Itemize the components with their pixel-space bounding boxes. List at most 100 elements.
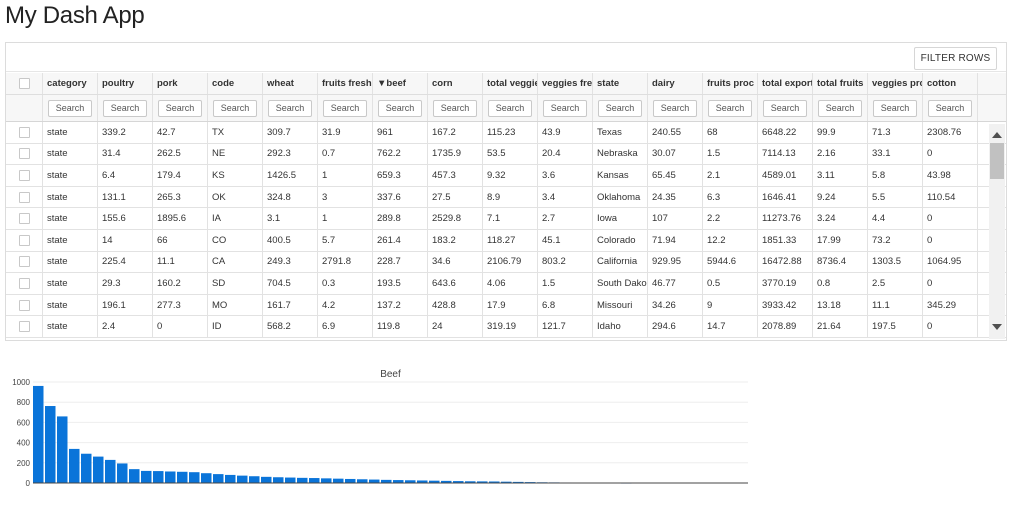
triangle-up-icon[interactable] [992, 132, 1002, 138]
table-cell[interactable]: state [43, 208, 98, 229]
table-cell[interactable]: 803.2 [538, 251, 593, 273]
table-cell[interactable]: 704.5 [263, 273, 318, 294]
table-cell[interactable]: 17.9 [483, 294, 538, 316]
table-cell[interactable]: 4.2 [318, 294, 373, 316]
table-cell[interactable]: 24.35 [648, 186, 703, 208]
column-search-input[interactable] [323, 99, 367, 117]
table-cell[interactable]: 2078.89 [758, 316, 813, 337]
table-cell[interactable]: Idaho [593, 316, 648, 337]
table-cell[interactable]: 2.2 [703, 208, 758, 229]
table-cell[interactable]: 3.1 [263, 208, 318, 229]
table-cell[interactable]: 643.6 [428, 273, 483, 294]
column-search-input[interactable] [598, 99, 642, 117]
table-cell[interactable]: Missouri [593, 294, 648, 316]
table-cell[interactable]: Kansas [593, 165, 648, 186]
table-cell[interactable]: South Dako [593, 273, 648, 294]
table-cell[interactable]: 115.23 [483, 122, 538, 143]
row-checkbox[interactable] [18, 148, 30, 160]
table-cell[interactable]: 14 [98, 229, 153, 251]
table-cell[interactable]: 961 [373, 122, 428, 143]
column-search-input[interactable] [928, 99, 972, 117]
table-cell[interactable]: 24 [428, 316, 483, 337]
table-cell[interactable]: 319.19 [483, 316, 538, 337]
table-cell[interactable]: MO [208, 294, 263, 316]
table-cell[interactable]: 1646.41 [758, 186, 813, 208]
column-header[interactable]: pork [153, 73, 208, 94]
table-cell[interactable]: 71.3 [868, 122, 923, 143]
table-cell[interactable]: 225.4 [98, 251, 153, 273]
table-cell[interactable]: Colorado [593, 229, 648, 251]
table-cell[interactable]: 294.6 [648, 316, 703, 337]
table-cell[interactable]: 339.2 [98, 122, 153, 143]
table-cell[interactable]: 197.5 [868, 316, 923, 337]
table-cell[interactable]: Texas [593, 122, 648, 143]
table-cell[interactable]: 1895.6 [153, 208, 208, 229]
table-cell[interactable]: 68 [703, 122, 758, 143]
table-cell[interactable]: state [43, 143, 98, 165]
table-row[interactable]: state 6.4 179.4 KS 1426.5 1 659.3 457.3 9.32 3.6 K… [6, 165, 1006, 187]
column-search-input[interactable] [763, 99, 807, 117]
table-cell[interactable]: 11.1 [153, 251, 208, 273]
column-search-input[interactable] [433, 99, 477, 117]
column-search-input[interactable] [708, 99, 752, 117]
table-cell[interactable]: 568.2 [263, 316, 318, 337]
column-header[interactable]: dairy [648, 73, 703, 94]
table-cell[interactable]: state [43, 122, 98, 143]
table-cell[interactable]: 43.98 [923, 165, 978, 186]
table-cell[interactable]: state [43, 316, 98, 337]
table-cell[interactable]: 5.8 [868, 165, 923, 186]
table-cell[interactable]: 99.9 [813, 122, 868, 143]
table-row[interactable]: state 29.3 160.2 SD 704.5 0.3 193.5 643.6 4.06 1.… [6, 273, 1006, 295]
table-cell[interactable]: OK [208, 186, 263, 208]
table-cell[interactable]: 2308.76 [923, 122, 978, 143]
table-cell[interactable]: 34.26 [648, 294, 703, 316]
column-header[interactable]: poultry [98, 73, 153, 94]
table-cell[interactable]: 118.27 [483, 229, 538, 251]
table-cell[interactable]: 30.07 [648, 143, 703, 165]
table-cell[interactable]: 1 [318, 165, 373, 186]
table-cell[interactable]: 3 [318, 186, 373, 208]
table-cell[interactable]: state [43, 186, 98, 208]
table-cell[interactable]: 119.8 [373, 316, 428, 337]
table-cell[interactable]: 1.5 [538, 273, 593, 294]
table-cell[interactable]: state [43, 229, 98, 251]
table-cell[interactable]: 292.3 [263, 143, 318, 165]
table-cell[interactable]: 12.2 [703, 229, 758, 251]
table-cell[interactable]: 1426.5 [263, 165, 318, 186]
column-header[interactable]: state [593, 73, 648, 94]
table-cell[interactable]: 7114.13 [758, 143, 813, 165]
column-header[interactable]: category [43, 73, 98, 94]
column-search-input[interactable] [818, 99, 862, 117]
table-cell[interactable]: 0 [923, 143, 978, 165]
table-cell[interactable]: 3.4 [538, 186, 593, 208]
table-cell[interactable]: 2.7 [538, 208, 593, 229]
column-header[interactable]: fruits proc [703, 73, 758, 94]
table-cell[interactable]: 3.11 [813, 165, 868, 186]
column-search-input[interactable] [488, 99, 532, 117]
row-checkbox[interactable] [18, 277, 30, 289]
table-cell[interactable]: 1735.9 [428, 143, 483, 165]
table-cell[interactable]: 73.2 [868, 229, 923, 251]
table-cell[interactable]: 228.7 [373, 251, 428, 273]
table-cell[interactable]: state [43, 165, 98, 186]
table-cell[interactable]: 0.3 [318, 273, 373, 294]
table-cell[interactable]: 3.6 [538, 165, 593, 186]
table-cell[interactable]: 7.1 [483, 208, 538, 229]
column-search-input[interactable] [268, 99, 312, 117]
table-cell[interactable]: 240.55 [648, 122, 703, 143]
table-cell[interactable]: 4.06 [483, 273, 538, 294]
column-search-input[interactable] [873, 99, 917, 117]
table-cell[interactable]: 17.99 [813, 229, 868, 251]
column-search-input[interactable] [48, 99, 92, 117]
table-cell[interactable]: 2.5 [868, 273, 923, 294]
table-cell[interactable]: 2.1 [703, 165, 758, 186]
table-cell[interactable]: 0 [923, 208, 978, 229]
table-cell[interactable]: 0.5 [703, 273, 758, 294]
table-cell[interactable]: 2.16 [813, 143, 868, 165]
table-cell[interactable]: 6648.22 [758, 122, 813, 143]
table-cell[interactable]: 43.9 [538, 122, 593, 143]
table-cell[interactable]: 5.5 [868, 186, 923, 208]
table-cell[interactable]: 11273.76 [758, 208, 813, 229]
column-header[interactable]: corn [428, 73, 483, 94]
table-cell[interactable]: 193.5 [373, 273, 428, 294]
